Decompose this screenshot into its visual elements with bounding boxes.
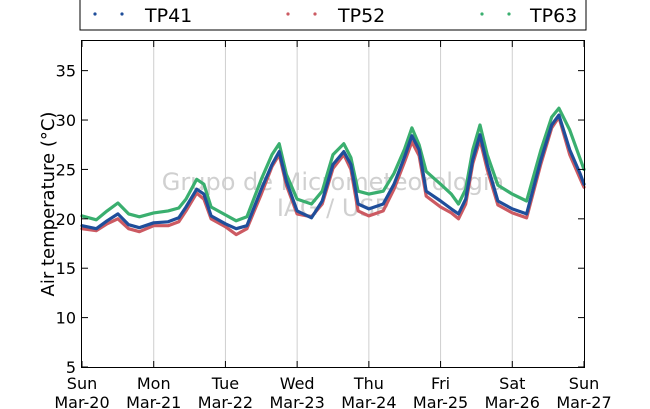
legend-frame: [79, 0, 587, 31]
y-axis: 5 10 15 20 25 30 35: [56, 62, 584, 377]
y-tick-label: 5: [66, 358, 76, 377]
x-tick-label-day: Mon: [137, 374, 171, 393]
y-axis-label: Air temperature (°C): [38, 112, 59, 297]
grid: [153, 41, 513, 367]
x-tick-label-date: Mar-22: [198, 393, 253, 409]
legend-label-1: TP52: [337, 5, 385, 27]
x-tick-label-date: Mar-25: [413, 393, 468, 409]
x-tick-label-date: Mar-24: [341, 393, 396, 409]
y-tick-label: 15: [56, 259, 76, 278]
legend: TP41 TP52 TP63: [79, 0, 587, 31]
y-tick-label: 10: [56, 309, 76, 328]
x-tick-label-day: Fri: [431, 374, 450, 393]
series-line-TP63: [80, 106, 586, 223]
legend-entry-2: TP63: [480, 5, 577, 27]
x-tick-label-date: Mar-26: [485, 393, 540, 409]
x-tick-label-date: Mar-27: [556, 393, 611, 409]
legend-label-2: TP63: [529, 5, 577, 27]
y-tick-label: 20: [56, 210, 76, 229]
x-tick-label-day: Sun: [67, 374, 97, 393]
series-layer: [80, 106, 586, 237]
x-tick-label-date: Mar-21: [126, 393, 181, 409]
y-tick-label: 30: [56, 111, 76, 130]
legend-entry-0: TP41: [93, 5, 192, 27]
x-tick-label-day: Sat: [499, 374, 525, 393]
y-tick-label: 35: [56, 62, 76, 81]
legend-marker-2b: [507, 12, 511, 16]
legend-marker-1: [286, 12, 290, 16]
x-tick-label-day: Tue: [211, 374, 239, 393]
y-tick-label: 25: [56, 160, 76, 179]
x-tick-label-day: Sun: [569, 374, 599, 393]
series-line-TP41: [80, 113, 586, 231]
legend-marker-2: [480, 12, 484, 16]
x-axis: SunMar-20MonMar-21TueMar-22WedMar-23ThuM…: [54, 41, 612, 409]
x-tick-label-date: Mar-20: [54, 393, 109, 409]
x-tick-label-day: Thu: [353, 374, 384, 393]
legend-entry-1: TP52: [286, 5, 385, 27]
x-tick-label-day: Wed: [280, 374, 315, 393]
plot-frame: [81, 40, 585, 368]
x-tick-label-date: Mar-23: [269, 393, 324, 409]
legend-marker-1b: [313, 12, 317, 16]
legend-marker-0: [93, 12, 97, 16]
legend-label-0: TP41: [144, 5, 192, 27]
legend-marker-0b: [120, 12, 124, 16]
